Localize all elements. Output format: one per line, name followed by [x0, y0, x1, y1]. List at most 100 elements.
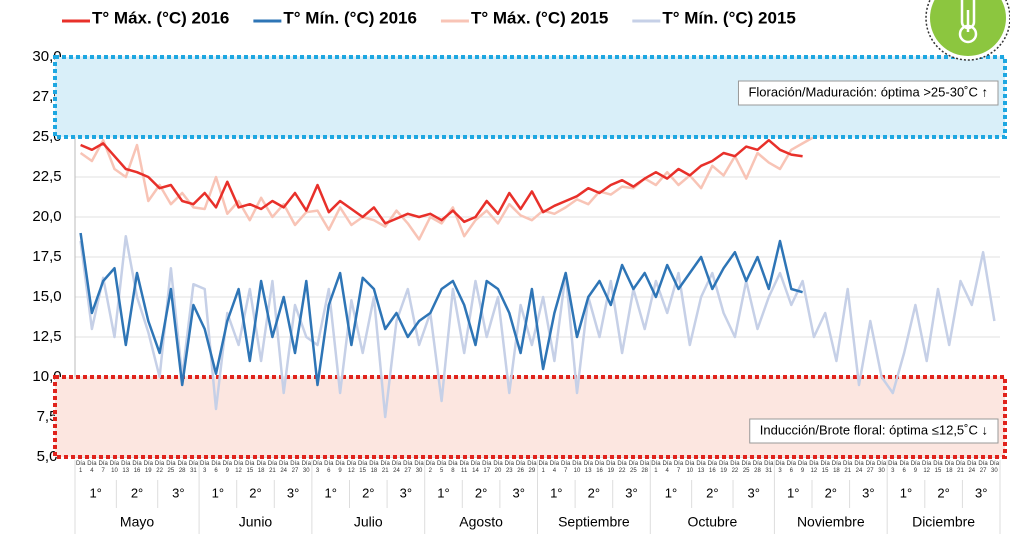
x-tick-label: Día 9 — [910, 461, 921, 474]
x-tick-label: Día 17 — [482, 461, 492, 474]
x-tick-label: Día 4 — [662, 461, 672, 474]
x-tick-label: Día 13 — [583, 461, 593, 474]
x-tick-label: Día 15 — [357, 461, 368, 474]
y-tick-label: 15,0 — [32, 288, 61, 305]
x-tick-label: Día 12 — [346, 461, 357, 474]
x-tick-label: Día 1 — [75, 461, 86, 474]
x-tick-label: Día 7 — [673, 461, 684, 474]
x-tick-label: Día 15 — [933, 461, 943, 474]
x-tick-label: Día 9 — [222, 461, 232, 474]
decade-label: 2° — [825, 485, 837, 500]
zone-label: Floración/Maduración: óptima >25-30˚C ↑ — [748, 84, 988, 99]
x-tick-label: Día 30 — [414, 461, 424, 474]
decade-label: 1° — [212, 485, 224, 500]
x-tick-label: Día 18 — [944, 461, 954, 474]
y-tick-label: 10,0 — [32, 368, 61, 385]
x-tick-label: Día 6 — [324, 461, 334, 474]
x-tick-label: Día 3 — [312, 461, 323, 474]
x-tick-label: Día 22 — [154, 461, 165, 474]
zone-label: Inducción/Brote floral: óptima ≤12,5˚C ↓ — [760, 422, 988, 437]
decade-label: 3° — [400, 485, 412, 500]
zone-band — [53, 375, 1007, 459]
x-tick-label: Día 10 — [685, 461, 695, 474]
x-tick-label: Día 19 — [606, 461, 616, 474]
x-tick-label: Día 22 — [730, 461, 740, 474]
y-tick-label: 22,5 — [32, 168, 61, 185]
x-tick-label: Día 31 — [764, 461, 774, 474]
x-tick-label: Día 16 — [132, 461, 142, 474]
x-tick-label: Día 6 — [899, 461, 909, 474]
series-line — [80, 138, 803, 225]
y-tick-label: 7,5 — [37, 408, 58, 425]
decade-label: 3° — [172, 485, 184, 500]
x-tick-label: Día 9 — [797, 461, 808, 474]
decade-label: 2° — [131, 485, 143, 500]
x-tick-label: Día 11 — [459, 461, 469, 474]
x-tick-label: Día 25 — [166, 461, 176, 474]
x-tick-label: Día 14 — [470, 461, 481, 474]
series-line — [79, 232, 803, 387]
legend-label: T° Máx. (°C) 2015 — [471, 8, 608, 27]
x-tick-label: Día 24 — [279, 461, 289, 474]
x-tick-label: Día 4 — [87, 461, 97, 474]
x-tick-label: Día 9 — [335, 461, 345, 474]
x-tick-label: Día 22 — [617, 461, 627, 474]
x-tick-label: Día 5 — [436, 461, 447, 474]
x-tick-label: Día 10 — [109, 461, 120, 474]
x-tick-label: Día 1 — [651, 461, 661, 474]
thermometer-icon — [925, 0, 1010, 61]
x-tick-label: Día 31 — [188, 461, 199, 474]
x-tick-label: Día 24 — [391, 461, 402, 474]
decade-label: 3° — [287, 485, 299, 500]
x-tick-label: Día 6 — [211, 461, 221, 474]
legend-label: T° Mín. (°C) 2016 — [283, 8, 417, 27]
zone-label-box — [737, 80, 999, 106]
decade-label: 3° — [975, 485, 987, 500]
x-tick-label: Día 21 — [380, 461, 390, 474]
x-tick-label: Día 10 — [572, 461, 582, 474]
x-tick-label: Día 8 — [448, 461, 458, 474]
x-tick-label: Día 3 — [888, 461, 898, 474]
decade-label: 1° — [89, 485, 101, 500]
legend-label: T° Mín. (°C) 2015 — [662, 8, 796, 27]
x-tick-label: Día 12 — [922, 461, 932, 474]
x-tick-label: Día 30 — [876, 461, 887, 474]
x-tick-label: Día 27 — [403, 461, 413, 474]
x-tick-label: Día 24 — [854, 461, 864, 474]
x-tick-label: Día 7 — [561, 461, 571, 474]
month-label: Septiembre — [558, 514, 630, 530]
x-tick-label: Día 6 — [786, 461, 796, 474]
x-tick-label: Día 13 — [696, 461, 706, 474]
decade-label: 2° — [362, 485, 374, 500]
decade-label: 2° — [706, 485, 718, 500]
x-tick-label: Día 13 — [121, 461, 131, 474]
x-tick-label: Día 18 — [256, 461, 266, 474]
decade-label: 3° — [862, 485, 874, 500]
decade-label: 1° — [437, 485, 449, 500]
y-tick-label: 30,0 — [32, 48, 61, 65]
x-tick-label: Día 25 — [741, 461, 751, 474]
decade-label: 2° — [588, 485, 600, 500]
x-tick-label: Día 29 — [527, 461, 537, 474]
y-tick-label: 20,0 — [32, 208, 61, 225]
x-tick-label: Día 21 — [955, 461, 966, 474]
x-tick-label: Día 27 — [978, 461, 988, 474]
x-tick-label: Día 15 — [245, 461, 255, 474]
x-tick-label: Día 18 — [369, 461, 379, 474]
x-tick-label: Día 21 — [843, 461, 853, 474]
x-tick-label: Día 19 — [143, 461, 153, 474]
x-tick-label: Día 3 — [775, 461, 785, 474]
decade-label: 3° — [512, 485, 524, 500]
x-tick-label: Día 12 — [233, 461, 244, 474]
month-label: Junio — [239, 514, 273, 530]
x-tick-label: Día 16 — [707, 461, 718, 474]
x-tick-label: Día 2 — [425, 461, 435, 474]
x-tick-label: Día 27 — [290, 461, 300, 474]
x-tick-label: Día 28 — [639, 461, 650, 474]
legend-label: T° Máx. (°C) 2016 — [92, 8, 229, 27]
month-label: Mayo — [120, 514, 154, 530]
x-tick-label: Día 26 — [515, 461, 526, 474]
x-tick-label: Día 23 — [504, 461, 514, 474]
